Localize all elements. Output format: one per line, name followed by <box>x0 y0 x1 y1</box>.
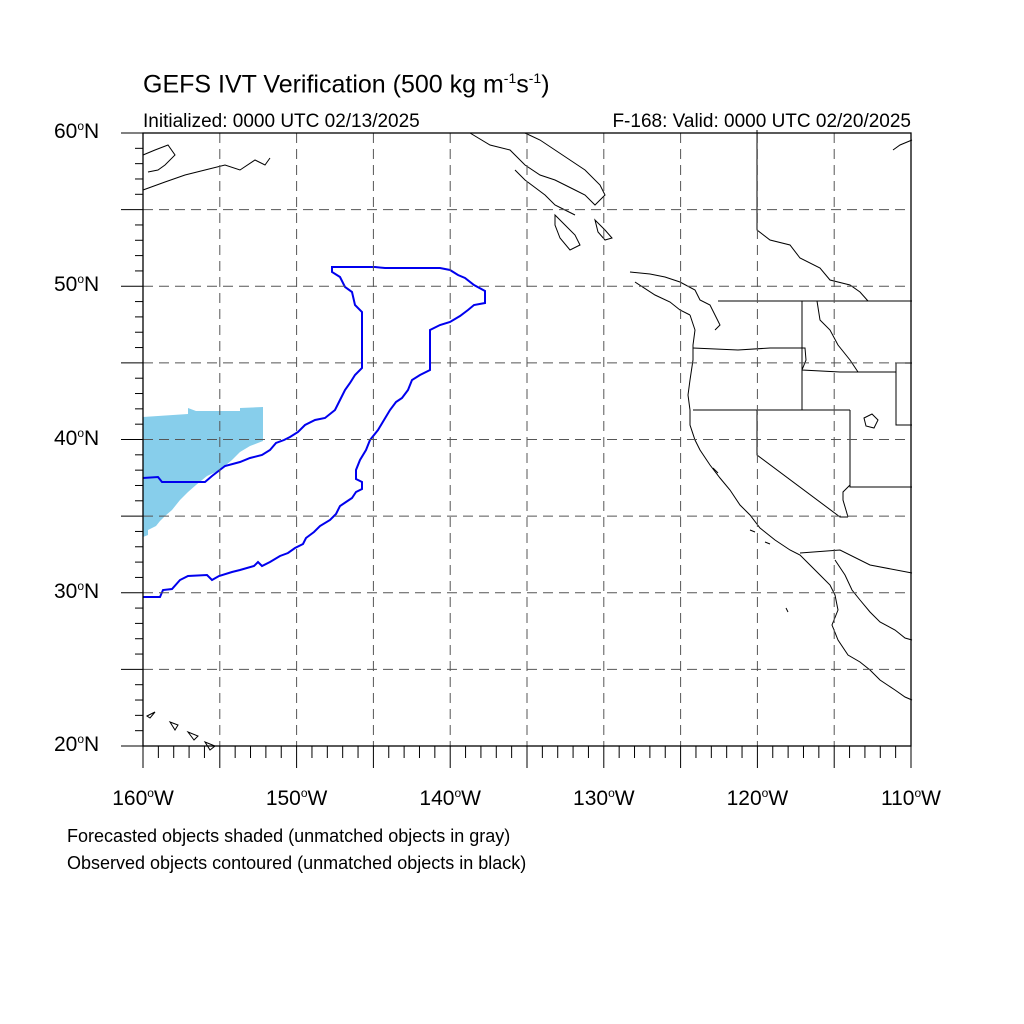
longitude-label: 110oW <box>881 786 941 810</box>
latitude-label: 20oN <box>54 732 100 756</box>
graticule <box>143 133 911 746</box>
latitude-label: 60oN <box>54 119 100 143</box>
state-boundaries <box>692 130 913 574</box>
latitude-label: 50oN <box>54 272 100 297</box>
longitude-label: 150oW <box>265 786 328 810</box>
latitude-label: 30oN <box>54 578 100 603</box>
forecast-note: Forecasted objects shaded (unmatched obj… <box>67 826 511 846</box>
longitude-label: 140oW <box>419 786 481 810</box>
observed-object-contour <box>142 266 486 598</box>
longitude-label: 160oW <box>112 786 174 810</box>
valid-time-label: F-168: Valid: 0000 UTC 02/20/2025 <box>612 111 911 132</box>
coastlines <box>142 132 913 751</box>
longitude-label: 130oW <box>573 786 635 810</box>
axis-ticks <box>121 132 912 768</box>
longitude-label: 120oW <box>726 786 789 810</box>
map-frame <box>142 132 912 747</box>
latitude-label: 40oN <box>54 425 100 450</box>
observed-note: Observed objects contoured (unmatched ob… <box>67 853 527 873</box>
forecast-object-shaded <box>143 407 263 537</box>
map-title: GEFS IVT Verification (500 kg m-1s-1) <box>143 70 550 99</box>
init-time-label: Initialized: 0000 UTC 02/13/2025 <box>143 111 420 132</box>
